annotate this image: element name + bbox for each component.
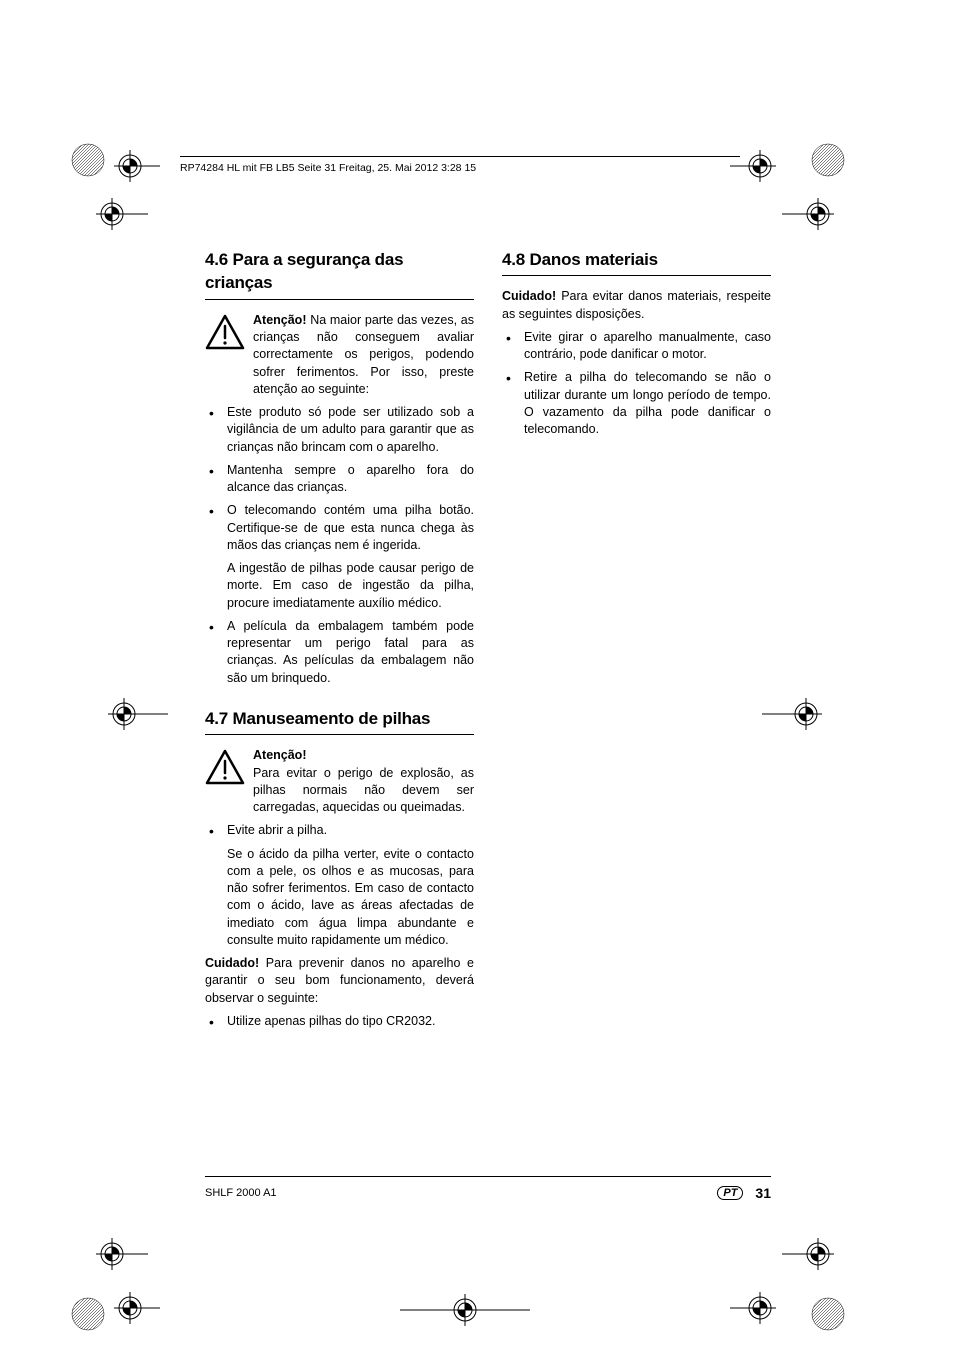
heading-4-8: 4.8 Danos materiais	[502, 248, 771, 271]
list-item: Evite abrir a pilha.	[205, 822, 474, 839]
list-item-sub: A ingestão de pilhas pode causar perigo …	[205, 560, 474, 612]
print-mark-icon	[782, 190, 842, 250]
page-content: 4.6 Para a segurança das crianças Atençã…	[205, 248, 771, 1036]
list-4-8: Evite girar o aparelho manualmente, caso…	[502, 329, 771, 439]
list-4-7b: Utilize apenas pilhas do tipo CR2032.	[205, 1013, 474, 1030]
warning-icon	[205, 749, 245, 790]
list-item: O telecomando contém uma pilha botão. Ce…	[205, 502, 474, 554]
list-4-6b: A película da embalagem também pode repr…	[205, 618, 474, 687]
warning-block: Atenção!Para evitar o perigo de explosão…	[205, 747, 474, 816]
list-item: Este produto só pode ser utilizado sob a…	[205, 404, 474, 456]
list-item: Evite girar o aparelho manualmente, caso…	[502, 329, 771, 364]
print-mark-icon	[400, 1290, 530, 1330]
warning-icon	[205, 314, 245, 355]
print-mark-icon	[730, 1262, 850, 1332]
header-meta: RP74284 HL mit FB LB5 Seite 31 Freitag, …	[180, 162, 476, 174]
language-badge: PT	[717, 1186, 743, 1200]
warning-text: Atenção!Para evitar o perigo de explosão…	[253, 747, 474, 816]
page-number: 31	[755, 1185, 771, 1201]
heading-rule	[205, 299, 474, 300]
list-item: Mantenha sempre o aparelho fora do alcan…	[205, 462, 474, 497]
list-item: Utilize apenas pilhas do tipo CR2032.	[205, 1013, 474, 1030]
footer-model: SHLF 2000 A1	[205, 1187, 277, 1199]
heading-4-6: 4.6 Para a segurança das crianças	[205, 248, 474, 295]
list-4-7: Evite abrir a pilha.	[205, 822, 474, 839]
caution-text: Cuidado! Para prevenir danos no aparelho…	[205, 955, 474, 1007]
warning-text: Atenção! Na maior parte das vezes, as cr…	[253, 312, 474, 398]
footer-rule	[205, 1176, 771, 1177]
list-item-sub: Se o ácido da pilha verter, evite o cont…	[205, 846, 474, 950]
heading-rule	[205, 734, 474, 735]
print-mark-icon	[70, 1262, 160, 1332]
list-4-6: Este produto só pode ser utilizado sob a…	[205, 404, 474, 554]
heading-rule	[502, 275, 771, 276]
print-mark-icon	[88, 190, 148, 250]
footer: SHLF 2000 A1 PT 31	[205, 1185, 771, 1201]
column-right: 4.8 Danos materiais Cuidado! Para evitar…	[502, 248, 771, 1036]
caution-text: Cuidado! Para evitar danos materiais, re…	[502, 288, 771, 323]
header-rule	[180, 156, 740, 157]
print-mark-icon	[108, 694, 168, 734]
list-item: A película da embalagem também pode repr…	[205, 618, 474, 687]
print-mark-icon	[762, 694, 822, 734]
column-left: 4.6 Para a segurança das crianças Atençã…	[205, 248, 474, 1036]
heading-4-7: 4.7 Manuseamento de pilhas	[205, 707, 474, 730]
list-item: Retire a pilha do telecomando se não o u…	[502, 369, 771, 438]
warning-block: Atenção! Na maior parte das vezes, as cr…	[205, 312, 474, 398]
